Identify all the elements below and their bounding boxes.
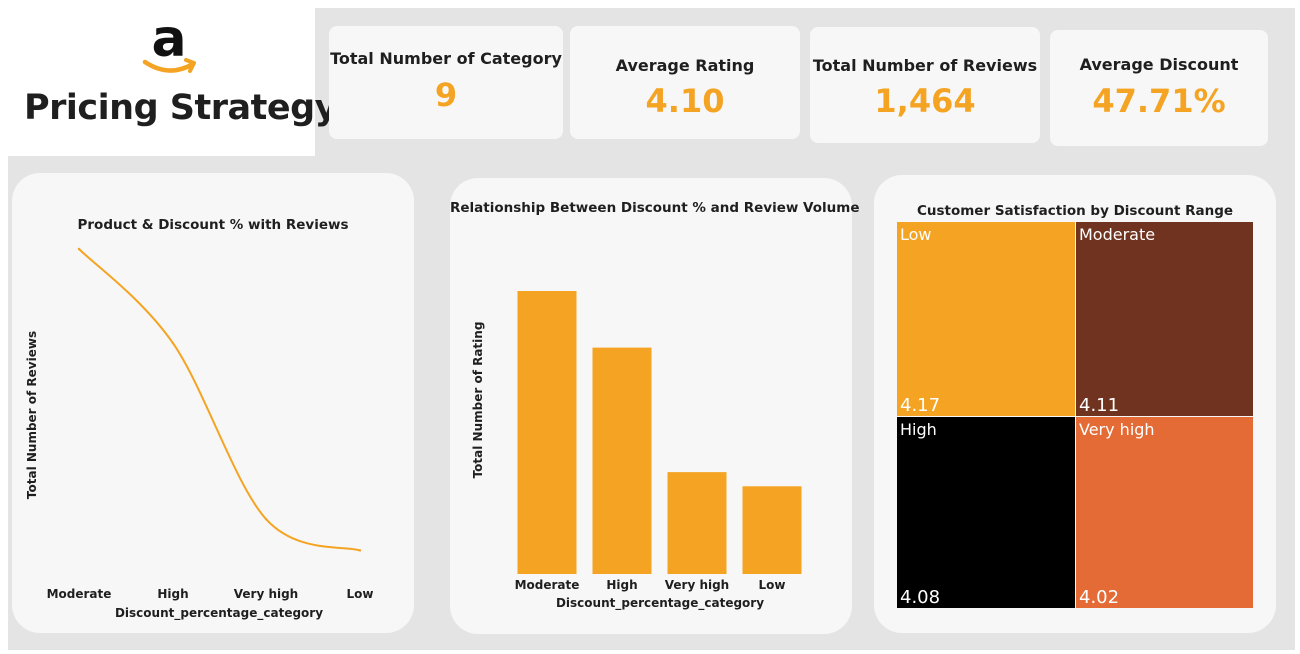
x-tick-label: Low — [347, 587, 374, 601]
tile-value: 4.02 — [1079, 587, 1120, 608]
x-tick-label: Low — [759, 578, 786, 592]
bar-low — [742, 486, 802, 574]
x-tick-label: Moderate — [47, 587, 112, 601]
bar-very-high — [667, 472, 727, 574]
treemap-tile-low[interactable]: Low 4.17 — [897, 222, 1075, 416]
y-axis-title: Total Number of Rating — [471, 322, 485, 479]
tile-value: 4.08 — [900, 587, 941, 608]
line-chart: Moderate High Very high Low Discount_percent… — [25, 247, 374, 621]
x-tick-label: Very high — [234, 587, 298, 601]
chart-title: Product & Discount % with Reviews — [77, 217, 349, 233]
tile-label: Very high — [1079, 420, 1155, 439]
tile-value: 4.11 — [1079, 395, 1120, 416]
treemap-tile-moderate[interactable]: Moderate 4.11 — [1076, 222, 1253, 416]
x-axis-title: Discount_percentage_category — [115, 606, 323, 621]
x-tick-label: High — [157, 587, 188, 601]
kpi-card-total-reviews: Total Number of Reviews 1,464 — [810, 27, 1040, 143]
series-line — [78, 248, 361, 552]
data-point-moderate — [77, 247, 81, 251]
treemap-tile-high[interactable]: High 4.08 — [897, 417, 1075, 608]
kpi-label: Average Rating — [615, 56, 755, 75]
x-tick-label: Moderate — [515, 578, 580, 592]
logo-letter: a — [151, 16, 186, 69]
data-point-very-high — [264, 517, 268, 521]
line-chart-panel: Product & Discount % with Reviews Modera… — [12, 173, 414, 633]
x-tick-label: High — [606, 578, 637, 592]
bar-high — [592, 347, 652, 574]
y-axis-title: Total Number of Reviews — [25, 331, 39, 499]
kpi-card-average-rating: Average Rating 4.10 — [570, 26, 800, 139]
x-tick-label: Very high — [665, 578, 729, 592]
treemap-tile-very-high[interactable]: Very high 4.02 — [1076, 417, 1253, 608]
tile-label: Low — [900, 225, 932, 244]
kpi-value: 9 — [434, 76, 458, 114]
kpi-label: Average Discount — [1079, 55, 1239, 74]
tile-value: 4.17 — [900, 395, 941, 416]
x-axis-title: Discount_percentage_category — [556, 596, 764, 611]
tile-label: High — [900, 420, 937, 439]
kpi-value: 1,464 — [874, 82, 976, 120]
kpi-value: 47.71% — [1092, 82, 1226, 120]
bar-chart: Moderate High Very high Low Discount_percent… — [471, 291, 802, 611]
kpi-card-average-discount: Average Discount 47.71% — [1050, 30, 1268, 146]
bar-moderate — [517, 291, 577, 574]
treemap-panel: Customer Satisfaction by Discount Range … — [874, 175, 1276, 633]
chart-title: Relationship Between Discount % and Revi… — [450, 200, 860, 216]
bar-chart-panel: Relationship Between Discount % and Revi… — [450, 178, 860, 634]
data-point-low — [358, 549, 362, 552]
page-title: Pricing Strategy — [24, 88, 337, 128]
chart-title: Customer Satisfaction by Discount Range — [916, 203, 1234, 219]
kpi-label: Total Number of Category — [330, 49, 562, 68]
kpi-label: Total Number of Reviews — [812, 56, 1038, 75]
tile-label: Moderate — [1079, 225, 1156, 244]
brand-header: a Pricing Strategy — [8, 0, 337, 156]
kpi-value: 4.10 — [645, 82, 725, 120]
kpi-card-total-category: Total Number of Category 9 — [329, 26, 563, 139]
amazon-logo: a — [142, 16, 196, 73]
data-point-high — [171, 342, 175, 345]
